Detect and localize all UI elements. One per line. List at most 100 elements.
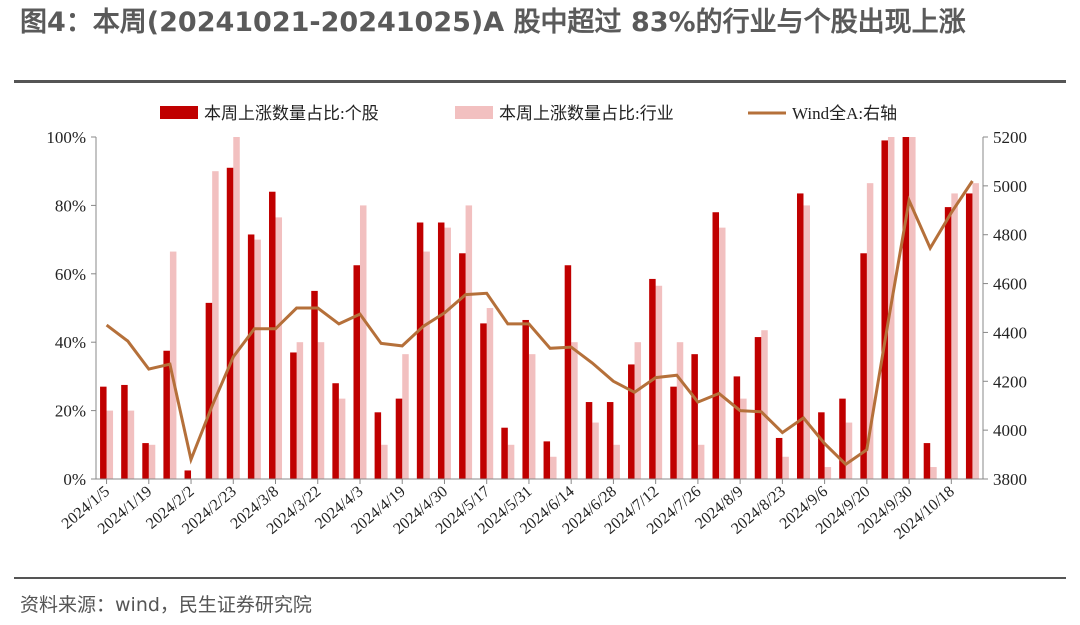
footer-divider [14, 577, 1066, 579]
y-right-ticks: 3800 4000 4200 4400 4600 4800 5000 5200 [983, 128, 1027, 489]
y-right-tick-label: 3800 [993, 470, 1027, 489]
bar-industry [275, 217, 283, 479]
bar-stock [163, 350, 170, 479]
bar-stock [205, 302, 213, 479]
bar-industry [127, 410, 135, 479]
axes [95, 137, 984, 480]
bar-industry [212, 171, 219, 479]
y-left-tick-label: 80% [55, 196, 86, 215]
y-right-tick-label: 4600 [993, 275, 1027, 294]
bar-stock [184, 470, 192, 479]
title-divider [14, 80, 1066, 83]
bar-industry [444, 227, 451, 479]
bar-industry [465, 205, 473, 479]
chart: 本周上涨数量占比:个股 本周上涨数量占比:行业 Wind全A:右轴 0% 20% 40%… [46, 104, 1027, 543]
bar-stock [501, 427, 508, 479]
bar-industry [571, 342, 578, 479]
bar-industry [148, 444, 156, 479]
y-right-tick-label: 4400 [993, 323, 1027, 342]
bar-industry [381, 444, 388, 479]
bar-industry [740, 398, 747, 479]
bar-industry [951, 193, 958, 479]
bar-industry [106, 410, 114, 479]
legend-label: 本周上涨数量占比:行业 [499, 104, 674, 123]
bar-stock [839, 398, 846, 479]
y-left-tick-label: 100% [46, 128, 86, 147]
bar-industry [613, 444, 620, 479]
bar-stock [416, 222, 424, 479]
y-right-tick-label: 4200 [993, 372, 1027, 391]
bar-industry [359, 205, 367, 479]
bar-industry [486, 308, 494, 479]
x-ticks: 2024/1/52024/1/192024/2/22024/2/232024/3… [59, 479, 958, 543]
bar-industry [402, 354, 409, 479]
bar-stock [818, 412, 825, 479]
bars-industry [106, 137, 979, 480]
bar-industry [803, 205, 810, 479]
bar-industry [697, 444, 705, 479]
bar-industry [845, 422, 853, 479]
bar-stock [775, 437, 783, 479]
y-left-tick-label: 20% [55, 402, 86, 421]
bar-industry [317, 342, 325, 479]
bar-industry [655, 285, 663, 479]
wind-all-a-line [105, 180, 974, 467]
bar-stock [606, 402, 614, 479]
bar-industry [423, 251, 430, 479]
bar-stock [522, 319, 529, 479]
bar-stock [564, 265, 572, 479]
bar-industry [169, 251, 177, 479]
bar-stock [923, 443, 931, 479]
y-right-tick-label: 5200 [993, 128, 1027, 147]
bar-stock [585, 402, 593, 479]
bar-stock [121, 384, 128, 479]
bar-stock [965, 193, 973, 479]
source-note: 资料来源：wind，民生证券研究院 [20, 594, 312, 616]
bar-stock [902, 137, 910, 479]
bar-stock [459, 253, 466, 479]
bar-stock [437, 222, 445, 479]
bar-stock [944, 207, 952, 480]
bar-stock [311, 290, 318, 479]
y-left-ticks: 0% 20% 40% 60% 80% 100% [46, 128, 96, 489]
bar-stock [142, 443, 149, 479]
bar-industry [528, 354, 536, 479]
bar-stock [670, 386, 677, 479]
y-left-tick-label: 0% [63, 470, 86, 489]
bar-stock [628, 364, 635, 479]
bar-industry [930, 467, 937, 479]
bar-stock [395, 398, 403, 479]
bar-industry [233, 137, 240, 479]
bar-industry [507, 444, 515, 479]
y-right-tick-label: 5000 [993, 177, 1027, 196]
bar-industry [866, 183, 874, 480]
chart-title: 图4：本周(20241021-20241025)A 股中超过 83%的行业与个股… [20, 7, 966, 38]
bar-industry [782, 456, 789, 479]
bar-stock [881, 140, 888, 480]
bar-stock [691, 354, 698, 479]
bar-stock [290, 352, 297, 479]
bar-industry [824, 467, 832, 479]
bar-industry [550, 456, 557, 479]
bar-stock [226, 167, 234, 479]
bar-industry [676, 342, 684, 479]
y-left-tick-label: 60% [55, 265, 86, 284]
bar-industry [254, 239, 261, 479]
bar-stock [712, 212, 720, 480]
bar-stock [247, 234, 255, 479]
bar-industry [592, 422, 599, 479]
bar-stock [480, 323, 487, 479]
bar-industry [296, 342, 304, 479]
bar-stock [374, 412, 382, 479]
bar-stock [796, 193, 804, 479]
bar-industry [719, 227, 726, 479]
y-left-tick-label: 40% [55, 333, 86, 352]
bar-stock [100, 386, 107, 479]
bar-industry [634, 342, 642, 479]
bar-industry [909, 137, 916, 479]
bar-industry [972, 183, 979, 480]
bar-stock [733, 376, 741, 479]
legend-label: Wind全A:右轴 [792, 104, 897, 123]
bars-stock [100, 137, 973, 480]
bar-stock [860, 253, 867, 479]
